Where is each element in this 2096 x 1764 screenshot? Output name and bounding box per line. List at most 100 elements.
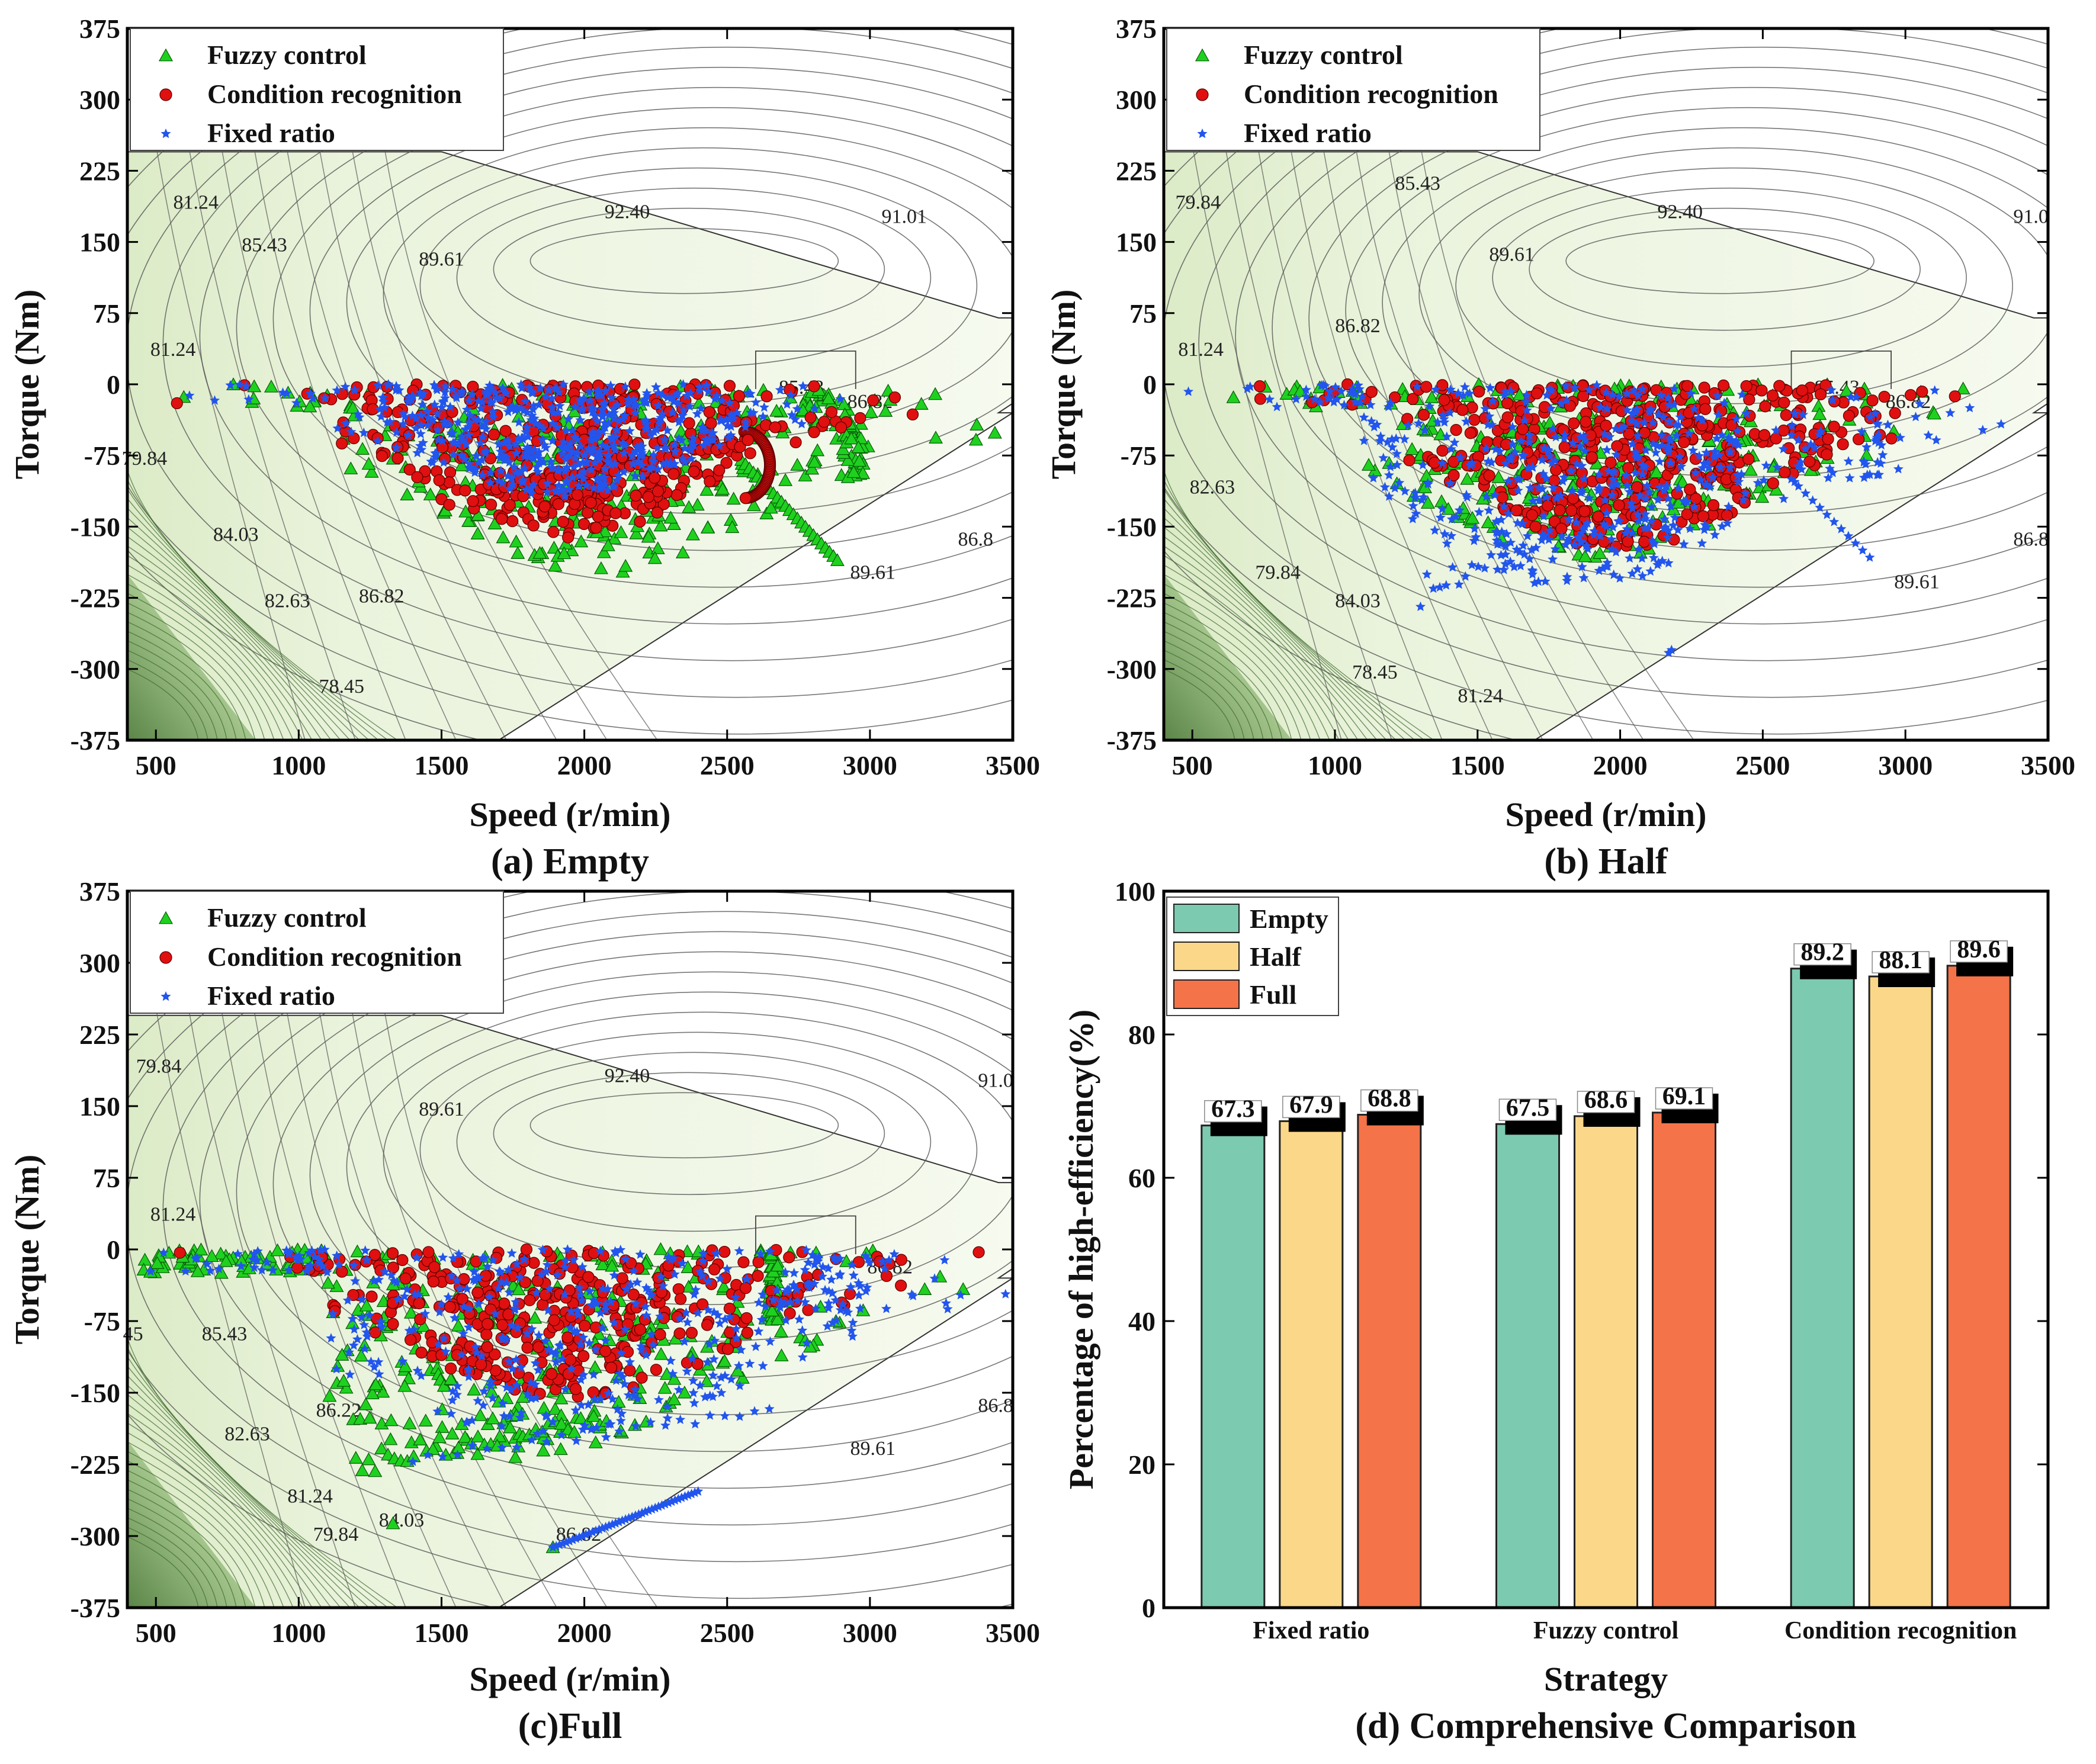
legend-full: Full	[1250, 979, 1296, 1010]
point-condition-recognition	[471, 1286, 484, 1299]
point-condition-recognition	[547, 526, 560, 538]
point-fixed-ratio	[698, 440, 709, 450]
point-fixed-ratio	[445, 401, 455, 412]
point-fixed-ratio	[564, 484, 574, 494]
point-fixed-ratio	[627, 450, 637, 461]
point-fixed-ratio	[609, 481, 620, 491]
point-condition-recognition	[521, 1341, 534, 1354]
y-tick-label: 75	[1129, 298, 1157, 329]
point-condition-recognition	[605, 1361, 618, 1374]
point-condition-recognition	[1530, 387, 1543, 400]
legend-marker-condition	[1196, 88, 1209, 101]
point-fuzzy-control	[601, 538, 615, 551]
point-fixed-ratio	[467, 389, 477, 399]
point-fixed-ratio	[630, 446, 641, 457]
point-fixed-ratio	[726, 430, 736, 440]
point-condition-recognition	[721, 1343, 734, 1355]
bar-full-2	[1652, 1111, 1716, 1609]
point-fixed-ratio	[398, 419, 409, 429]
legend-fixed: Fixed ratio	[207, 981, 335, 1011]
y-tick-label: 60	[1128, 1163, 1155, 1193]
bar-half-1	[1279, 1120, 1344, 1609]
point-fixed-ratio	[600, 464, 611, 474]
point-fixed-ratio	[403, 392, 414, 403]
category-label: Fixed ratio	[1253, 1617, 1369, 1644]
contour-line	[127, 536, 332, 740]
point-condition-recognition	[1483, 470, 1495, 482]
point-fixed-ratio	[670, 446, 681, 457]
point-fixed-ratio	[624, 426, 635, 436]
point-fixed-ratio	[473, 457, 484, 467]
point-condition-recognition	[723, 380, 736, 392]
point-fixed-ratio	[556, 485, 567, 495]
point-fixed-ratio	[579, 467, 589, 477]
point-fuzzy-control	[247, 379, 262, 393]
point-fuzzy-control	[364, 465, 379, 478]
contour-label: 79.84	[136, 1056, 182, 1078]
contour-label: 79.84	[313, 1524, 359, 1545]
contour-label: 91.0	[978, 1070, 1013, 1092]
y-tick-label: 150	[79, 1091, 120, 1122]
point-fixed-ratio	[426, 456, 436, 466]
point-fixed-ratio	[493, 439, 504, 449]
point-condition-recognition	[1575, 467, 1588, 479]
point-condition-recognition	[459, 484, 471, 497]
point-fixed-ratio	[557, 448, 568, 458]
point-fixed-ratio	[561, 425, 572, 435]
x-tick-label: 2000	[557, 1618, 612, 1648]
point-fixed-ratio	[630, 471, 640, 481]
contour-label: 89.61	[1489, 244, 1535, 266]
point-condition-recognition	[1778, 396, 1790, 409]
point-condition-recognition	[524, 1294, 536, 1306]
point-condition-recognition	[1866, 394, 1879, 407]
point-fixed-ratio	[480, 448, 490, 458]
point-fixed-ratio	[692, 409, 702, 419]
point-condition-recognition	[592, 510, 604, 523]
point-fixed-ratio	[658, 459, 669, 469]
point-condition-recognition	[1766, 389, 1779, 402]
legend-swatch-half	[1173, 942, 1240, 971]
x-tick-label: 3000	[1878, 750, 1933, 780]
point-fuzzy-control	[400, 487, 415, 501]
point-condition-recognition	[649, 471, 661, 484]
point-fixed-ratio	[569, 461, 579, 471]
point-fixed-ratio	[522, 442, 533, 452]
point-condition-recognition	[1638, 535, 1651, 548]
legend-marker-condition	[159, 951, 172, 964]
contour-line	[127, 593, 275, 740]
contour-line	[1164, 28, 2048, 698]
contour-label: 86.8	[2013, 528, 2049, 550]
point-condition-recognition	[1510, 504, 1523, 517]
point-fixed-ratio	[598, 440, 608, 450]
point-fixed-ratio	[745, 388, 756, 399]
point-condition-recognition	[1889, 407, 1901, 419]
point-fixed-ratio	[482, 390, 492, 400]
point-fixed-ratio	[320, 393, 330, 403]
contour-line	[272, 86, 1013, 551]
point-fixed-ratio	[759, 402, 769, 412]
point-condition-recognition	[705, 417, 717, 429]
point-fixed-ratio	[340, 381, 351, 391]
point-condition-recognition	[386, 1247, 399, 1259]
point-fuzzy-control	[629, 526, 644, 539]
point-condition-recognition	[1517, 423, 1529, 435]
point-fixed-ratio	[278, 387, 288, 397]
point-fixed-ratio	[496, 465, 506, 475]
y-tick-label: 150	[1116, 227, 1157, 258]
point-fixed-ratio	[463, 422, 473, 432]
contour-line	[1164, 621, 1283, 740]
point-fixed-ratio	[558, 379, 569, 389]
point-condition-recognition	[405, 1334, 417, 1346]
point-fixed-ratio	[703, 386, 714, 396]
efficiency-map	[1164, 28, 2048, 740]
point-fuzzy-control	[807, 455, 822, 468]
contour-line	[1164, 583, 1321, 740]
contour-line	[216, 117, 406, 740]
point-condition-recognition	[587, 1386, 599, 1399]
point-condition-recognition	[579, 1319, 591, 1332]
point-condition-recognition	[769, 421, 781, 433]
point-condition-recognition	[428, 1261, 441, 1274]
point-fixed-ratio	[487, 406, 499, 416]
point-fixed-ratio	[516, 403, 527, 413]
point-condition-recognition	[760, 390, 773, 403]
